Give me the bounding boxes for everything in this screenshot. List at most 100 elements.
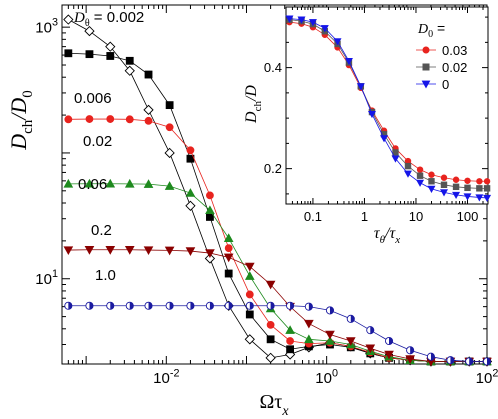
inset-series-1-point-17 [483,185,491,192]
inset-series-2-point-6 [356,83,365,91]
main-series-4-point-12 [304,319,314,329]
main-series-label-1: 0.006 [74,90,112,107]
inset-series-2-point-11 [416,179,425,187]
main-series-5-point-21-fill [487,357,491,366]
main-series-label-0: Dθ = 0.002 [73,9,144,29]
main-series-4-point-4 [143,246,154,256]
inset-x-tick-label-100: 100 [457,209,479,224]
main-series-1-point-2 [106,52,115,60]
inset-series-1-point-12 [428,178,435,185]
main-series-1-point-4 [144,70,153,79]
inset-series-2-point-2 [308,19,317,27]
main-series-5-point-9-fill [249,302,254,310]
main-series-4-point-2 [105,245,116,255]
inset-legend-marker-2 [421,80,431,89]
main-series-5-point-19 [446,356,455,365]
inset-series-0-point-16 [476,178,483,185]
inset-series-2-point-3 [320,25,329,33]
inset-series-2-point-13 [440,189,448,197]
inset-series-1-point-9 [392,149,399,156]
inset-legend-item-0: 0 [416,77,449,92]
main-series-0-point-1 [84,25,95,37]
main-series-2-point-9 [245,290,254,299]
main-series-3-point-11 [285,325,295,334]
inset-x-axis-label-part-1: θ [380,234,386,246]
inset-series-2-point-0 [285,15,294,23]
inset-series-2-point-14 [452,191,461,200]
main-series-5-point-4-fill [148,302,153,310]
main-series-5-point-10 [266,301,275,310]
main-series-4-point-15 [365,344,376,354]
main-series-3-point-5 [164,181,175,190]
main-series-2-point-10 [266,320,275,329]
main-series-5-point-13 [325,306,335,315]
inset-legend-title-part-0: D [417,22,428,37]
main-series-5-point-10-fill [270,302,275,310]
inset-x-tick-label-1-part-0: 1 [361,209,368,224]
main-series-4-point-1 [84,245,95,255]
main-x-axis-label-part-1: x [281,404,289,419]
main-series-0-point-5 [164,147,175,159]
inset-series-1-point-10 [404,162,412,170]
main-series-5-point-2 [106,301,115,310]
main-series-1-point-5 [165,101,174,110]
main-series-label-5: 1.0 [95,267,116,284]
main-series-0-point-9 [244,334,255,345]
main-series-4-point-17 [405,355,415,364]
main-series-label-4-part-0: 0.2 [91,222,112,239]
main-x-tick-label-10-2-part-1: -2 [170,367,180,379]
main-series-5-point-11-fill [290,302,294,310]
main-series-1-point-0 [64,49,73,58]
inset-y-axis-label: Dch/D [243,85,264,124]
main-series-0-point-4 [143,104,154,116]
main-series-5-point-19-fill [450,356,455,364]
inset-series-2-point-7 [367,111,376,119]
inset-series-0-point-11 [416,166,424,173]
main-series-4-point-13 [325,330,335,340]
inset-series-1-point-14 [452,183,460,191]
main-series-4-point-6 [185,247,196,256]
inset-legend-item-0-03: 0.03 [416,43,467,58]
main-series-4-point-3 [124,245,135,255]
main-series-5-point-8-fill [228,302,233,310]
main-series-5-point-18-fill [430,353,435,361]
main-series-4-point-16 [384,350,394,360]
inset-series-0-point-12 [428,171,435,178]
main-series-1-point-10 [266,335,275,344]
inset-series-1-point-11 [416,172,424,179]
main-series-label-5-part-0: 1.0 [95,267,116,284]
inset-series-2-point-5 [344,57,353,66]
main-series-1-point-1 [85,50,94,59]
main-series-0-point-6 [185,200,196,211]
inset-x-axis-label-part-0: τ [374,225,381,242]
main-series-2-point-6 [186,146,195,155]
main-y-axis-label-part-3: 0 [20,90,36,98]
main-series-5 [64,301,492,366]
main-series-5-point-0-fill [68,302,72,310]
inset-y-axis-label-part-1: ch [252,101,264,112]
main-series-5-point-4 [144,301,153,310]
inset-x-axis-label-part-2: /τ [384,225,396,242]
main-series-label-0-part-1: θ [85,18,90,29]
main-series-5-point-3 [125,301,134,310]
main-series-5-point-15-fill [370,326,374,334]
main-series-label-4: 0.2 [91,222,112,239]
inset-legend: D0 =0.030.020 [416,20,467,92]
inset-series-1-point-16 [476,185,483,192]
main-series-5-point-13-fill [329,306,334,315]
inset-y-tick-label-0-4-part-0: 0.4 [264,60,282,75]
inset-legend-label-2: 0 [442,77,449,92]
inset-legend-item-0-02: 0.02 [416,60,467,75]
inset-x-tick-label-1: 1 [361,209,368,224]
inset-legend-title-part-1: 0 [428,29,433,40]
main-series-3-point-13 [325,336,335,345]
main-x-tick-label-100-part-1: 0 [332,367,338,379]
main-series-5-point-1-fill [89,302,94,310]
main-series-3-point-9 [244,271,255,280]
main-series-1-point-11 [286,345,295,354]
main-series-4-line [68,249,487,362]
main-series-label-2-part-0: 0.02 [83,133,112,150]
main-series-5-point-20-fill [469,357,473,366]
